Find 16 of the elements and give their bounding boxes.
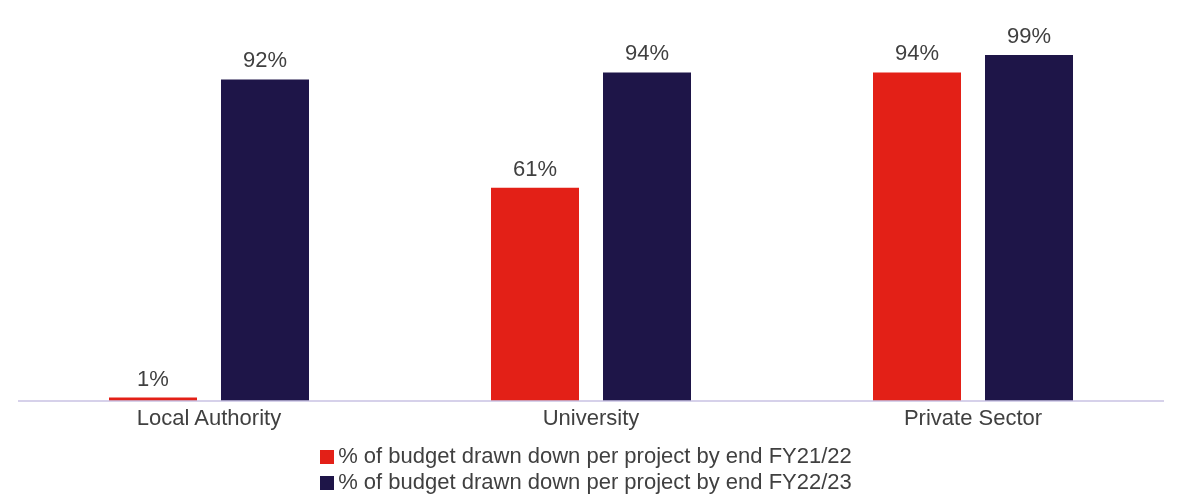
data-label: 61% [512,155,558,181]
data-label: 99% [1006,23,1052,48]
legend-label: % of budget drawn down per project by end FY22/23 [338,469,852,494]
bar [491,187,579,401]
data-label: 94% [624,40,670,66]
x-tick-label: Local Authority [136,404,282,430]
bar [985,55,1073,401]
x-tick-label: University [542,404,640,430]
x-tick-label: Private Sector [903,404,1043,430]
legend-label: % of budget drawn down per project by end FY21/22 [338,443,852,468]
data-label: 94% [894,40,940,66]
data-label: 92% [242,47,288,73]
bar [873,72,961,401]
bar [603,72,691,401]
data-label: 1% [137,365,169,391]
bar [221,79,309,401]
